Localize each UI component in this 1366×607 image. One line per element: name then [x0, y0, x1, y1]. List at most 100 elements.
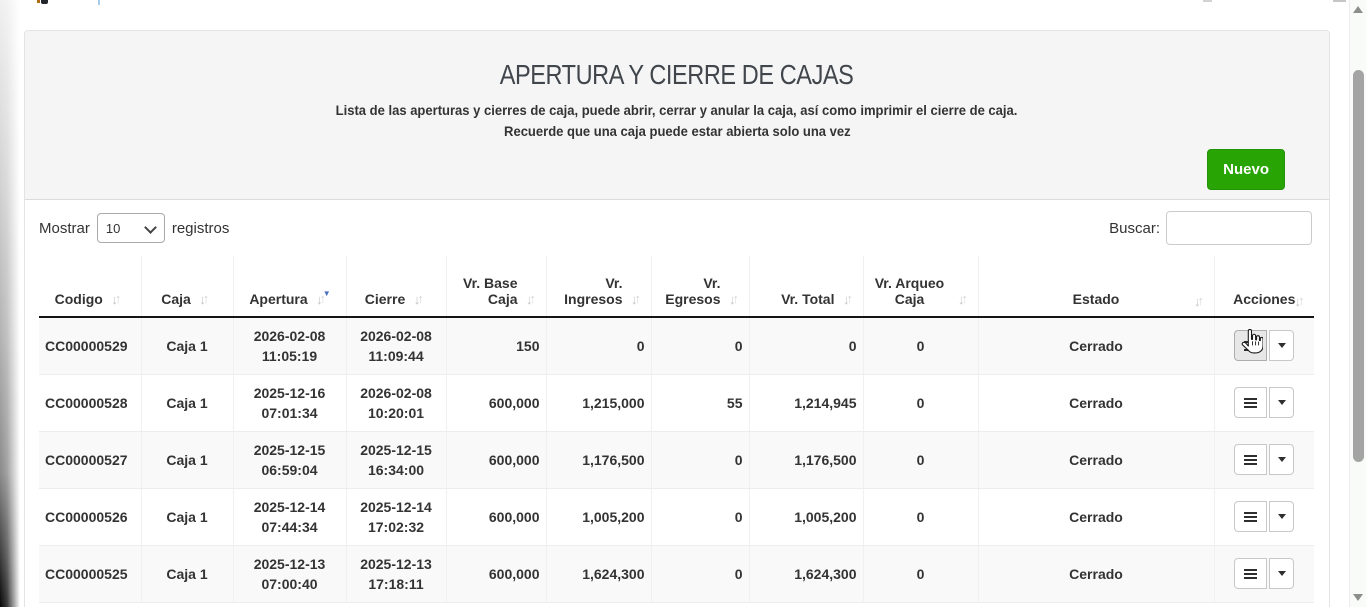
row-actions-menu-button[interactable]: [1234, 558, 1268, 589]
scroll-up-icon[interactable]: [1353, 6, 1363, 13]
scrollbar-thumb[interactable]: [1353, 70, 1364, 462]
apertura-time: 07:01:34: [261, 404, 318, 421]
column-header-cierre[interactable]: Cierre ↓↑: [345, 256, 446, 318]
column-header-vr-egresos[interactable]: Vr. Egresos ↓↑: [650, 256, 749, 318]
hamburger-icon: [1244, 340, 1258, 351]
cell-vr-arqueo-caja: 0: [862, 431, 978, 489]
cell-caja: Caja 1: [140, 431, 233, 489]
cell-estado: Cerrado: [977, 374, 1214, 432]
sort-arrows-icon: ↓↑: [631, 291, 641, 307]
table-row: CC00000525 Caja 1 2025-12-13 07:00:40 20…: [39, 545, 1314, 603]
column-header-codigo[interactable]: Codigo ↓↑: [39, 256, 141, 318]
caret-down-icon: [1277, 571, 1286, 576]
column-header-apertura[interactable]: Apertura ↓↑ ▼: [232, 256, 346, 318]
cell-cierre: 2026-02-08 10:20:01: [345, 374, 446, 432]
sort-arrows-icon: ↓↑: [413, 291, 424, 307]
cell-codigo: CC00000526: [39, 488, 141, 546]
page-size-select[interactable]: 10: [96, 213, 165, 243]
sort-arrows-icon: ↓↑: [729, 291, 739, 307]
cell-acciones: [1213, 431, 1314, 489]
row-actions-dropdown-button[interactable]: [1269, 387, 1295, 418]
cell-estado: Cerrado: [977, 545, 1214, 603]
cell-vr-arqueo-caja: 0: [862, 374, 978, 432]
page-size-select-wrap: 10: [96, 213, 165, 243]
cell-vr-egresos: 0: [650, 545, 749, 603]
cropped-top-remnant: [1333, 0, 1346, 2]
row-actions-dropdown-button[interactable]: [1269, 330, 1295, 362]
cell-apertura: 2025-12-14 07:44:34: [232, 488, 346, 546]
cell-apertura: 2025-12-16 07:01:34: [232, 374, 346, 432]
sort-arrows-icon: ↓↑: [1194, 293, 1204, 309]
row-actions-dropdown-button[interactable]: [1269, 558, 1295, 589]
page-size-control: Mostrar 10 registros: [39, 213, 229, 243]
cell-vr-base-caja: 600,000: [445, 488, 546, 546]
column-header-estado[interactable]: Estado ↓↑: [977, 256, 1214, 318]
row-actions-menu-button[interactable]: [1234, 387, 1268, 418]
apertura-time: 06:59:04: [261, 461, 318, 478]
row-actions-menu-button[interactable]: [1234, 330, 1268, 362]
cell-caja: Caja 1: [140, 374, 233, 432]
column-header-caja[interactable]: Caja ↓↑: [140, 256, 233, 318]
row-actions-menu-button[interactable]: [1234, 501, 1268, 532]
cell-caja: Caja 1: [140, 317, 233, 375]
cell-codigo: CC00000529: [39, 317, 141, 375]
caret-down-icon: [1277, 514, 1286, 519]
column-header-acciones[interactable]: Acciones ↓↑: [1213, 256, 1314, 318]
cell-estado: Cerrado: [977, 317, 1214, 375]
apertura-date: 2025-12-15: [253, 441, 326, 458]
cell-apertura: 2025-12-15 06:59:04: [232, 431, 346, 489]
cell-cierre: 2025-12-14 17:02:32: [345, 488, 446, 546]
cashbox-table: Codigo ↓↑ Caja ↓↑ Apertura ↓↑ ▼ C: [39, 256, 1314, 603]
cropped-top-remnant: [1203, 0, 1212, 2]
table-toolbar: Mostrar 10 registros Buscar:: [25, 200, 1329, 246]
scroll-down-icon[interactable]: [1353, 594, 1363, 601]
cell-codigo: CC00000525: [39, 545, 141, 603]
column-header-vr-arqueo-caja[interactable]: Vr. Arqueo Caja ↓↑: [862, 256, 978, 318]
cierre-time: 17:18:11: [368, 575, 424, 592]
cell-acciones: [1213, 488, 1314, 546]
cell-estado: Cerrado: [977, 431, 1214, 489]
search-control: Buscar:: [1109, 211, 1312, 245]
table-header-row: Codigo ↓↑ Caja ↓↑ Apertura ↓↑ ▼ C: [39, 256, 1314, 318]
sort-arrows-icon: ↓↑: [958, 291, 968, 307]
column-header-vr-base-caja[interactable]: Vr. Base Caja ↓↑: [445, 256, 546, 318]
cropped-top-remnant: [41, 0, 48, 4]
row-actions-menu-button[interactable]: [1234, 444, 1268, 475]
cell-vr-ingresos: 1,176,500: [545, 431, 651, 489]
panel-header: APERTURA Y CIERRE DE CAJAS Lista de las …: [25, 31, 1329, 200]
cell-vr-total: 1,214,945: [748, 374, 863, 432]
cell-vr-arqueo-caja: 0: [862, 488, 978, 546]
sort-arrows-icon: ↓↑: [526, 291, 536, 307]
cell-cierre: 2026-02-08 11:09:44: [345, 317, 446, 375]
page-title: APERTURA Y CIERRE DE CAJAS: [500, 59, 854, 90]
cell-vr-egresos: 55: [650, 374, 749, 432]
column-header-vr-total[interactable]: Vr. Total ↓↑: [748, 256, 863, 318]
cierre-time: 16:34:00: [367, 461, 425, 478]
row-actions-dropdown-button[interactable]: [1269, 501, 1295, 532]
row-actions-dropdown-button[interactable]: [1269, 444, 1295, 475]
cell-vr-egresos: 0: [650, 317, 749, 375]
cell-codigo: CC00000528: [39, 374, 141, 432]
hamburger-icon: [1244, 511, 1258, 522]
sort-arrows-icon: ↓↑: [111, 291, 122, 307]
table-row: CC00000527 Caja 1 2025-12-15 06:59:04 20…: [39, 431, 1314, 489]
hamburger-icon: [1244, 397, 1258, 408]
apertura-time: 11:05:19: [261, 347, 318, 364]
hamburger-icon: [1244, 454, 1258, 465]
apertura-date: 2026-02-08: [253, 327, 326, 344]
column-header-vr-ingresos[interactable]: Vr. Ingresos ↓↑: [545, 256, 651, 318]
search-input[interactable]: [1166, 211, 1312, 245]
panel-body: Mostrar 10 registros Buscar:: [25, 200, 1329, 603]
new-button[interactable]: Nuevo: [1207, 149, 1285, 190]
cell-vr-base-caja: 150: [445, 317, 546, 375]
cell-vr-total: 1,176,500: [748, 431, 863, 489]
vertical-scrollbar[interactable]: [1349, 0, 1366, 607]
cell-vr-total: 1,005,200: [748, 488, 863, 546]
table-row: CC00000526 Caja 1 2025-12-14 07:44:34 20…: [39, 488, 1314, 546]
sort-arrows-icon: ↓↑: [843, 291, 853, 307]
cell-acciones: [1213, 545, 1314, 603]
cell-vr-total: 0: [748, 317, 863, 375]
sort-arrows-icon: ↓↑: [199, 291, 210, 307]
subtitle-line-2: Recuerde que una caja puede estar abiert…: [503, 123, 851, 139]
